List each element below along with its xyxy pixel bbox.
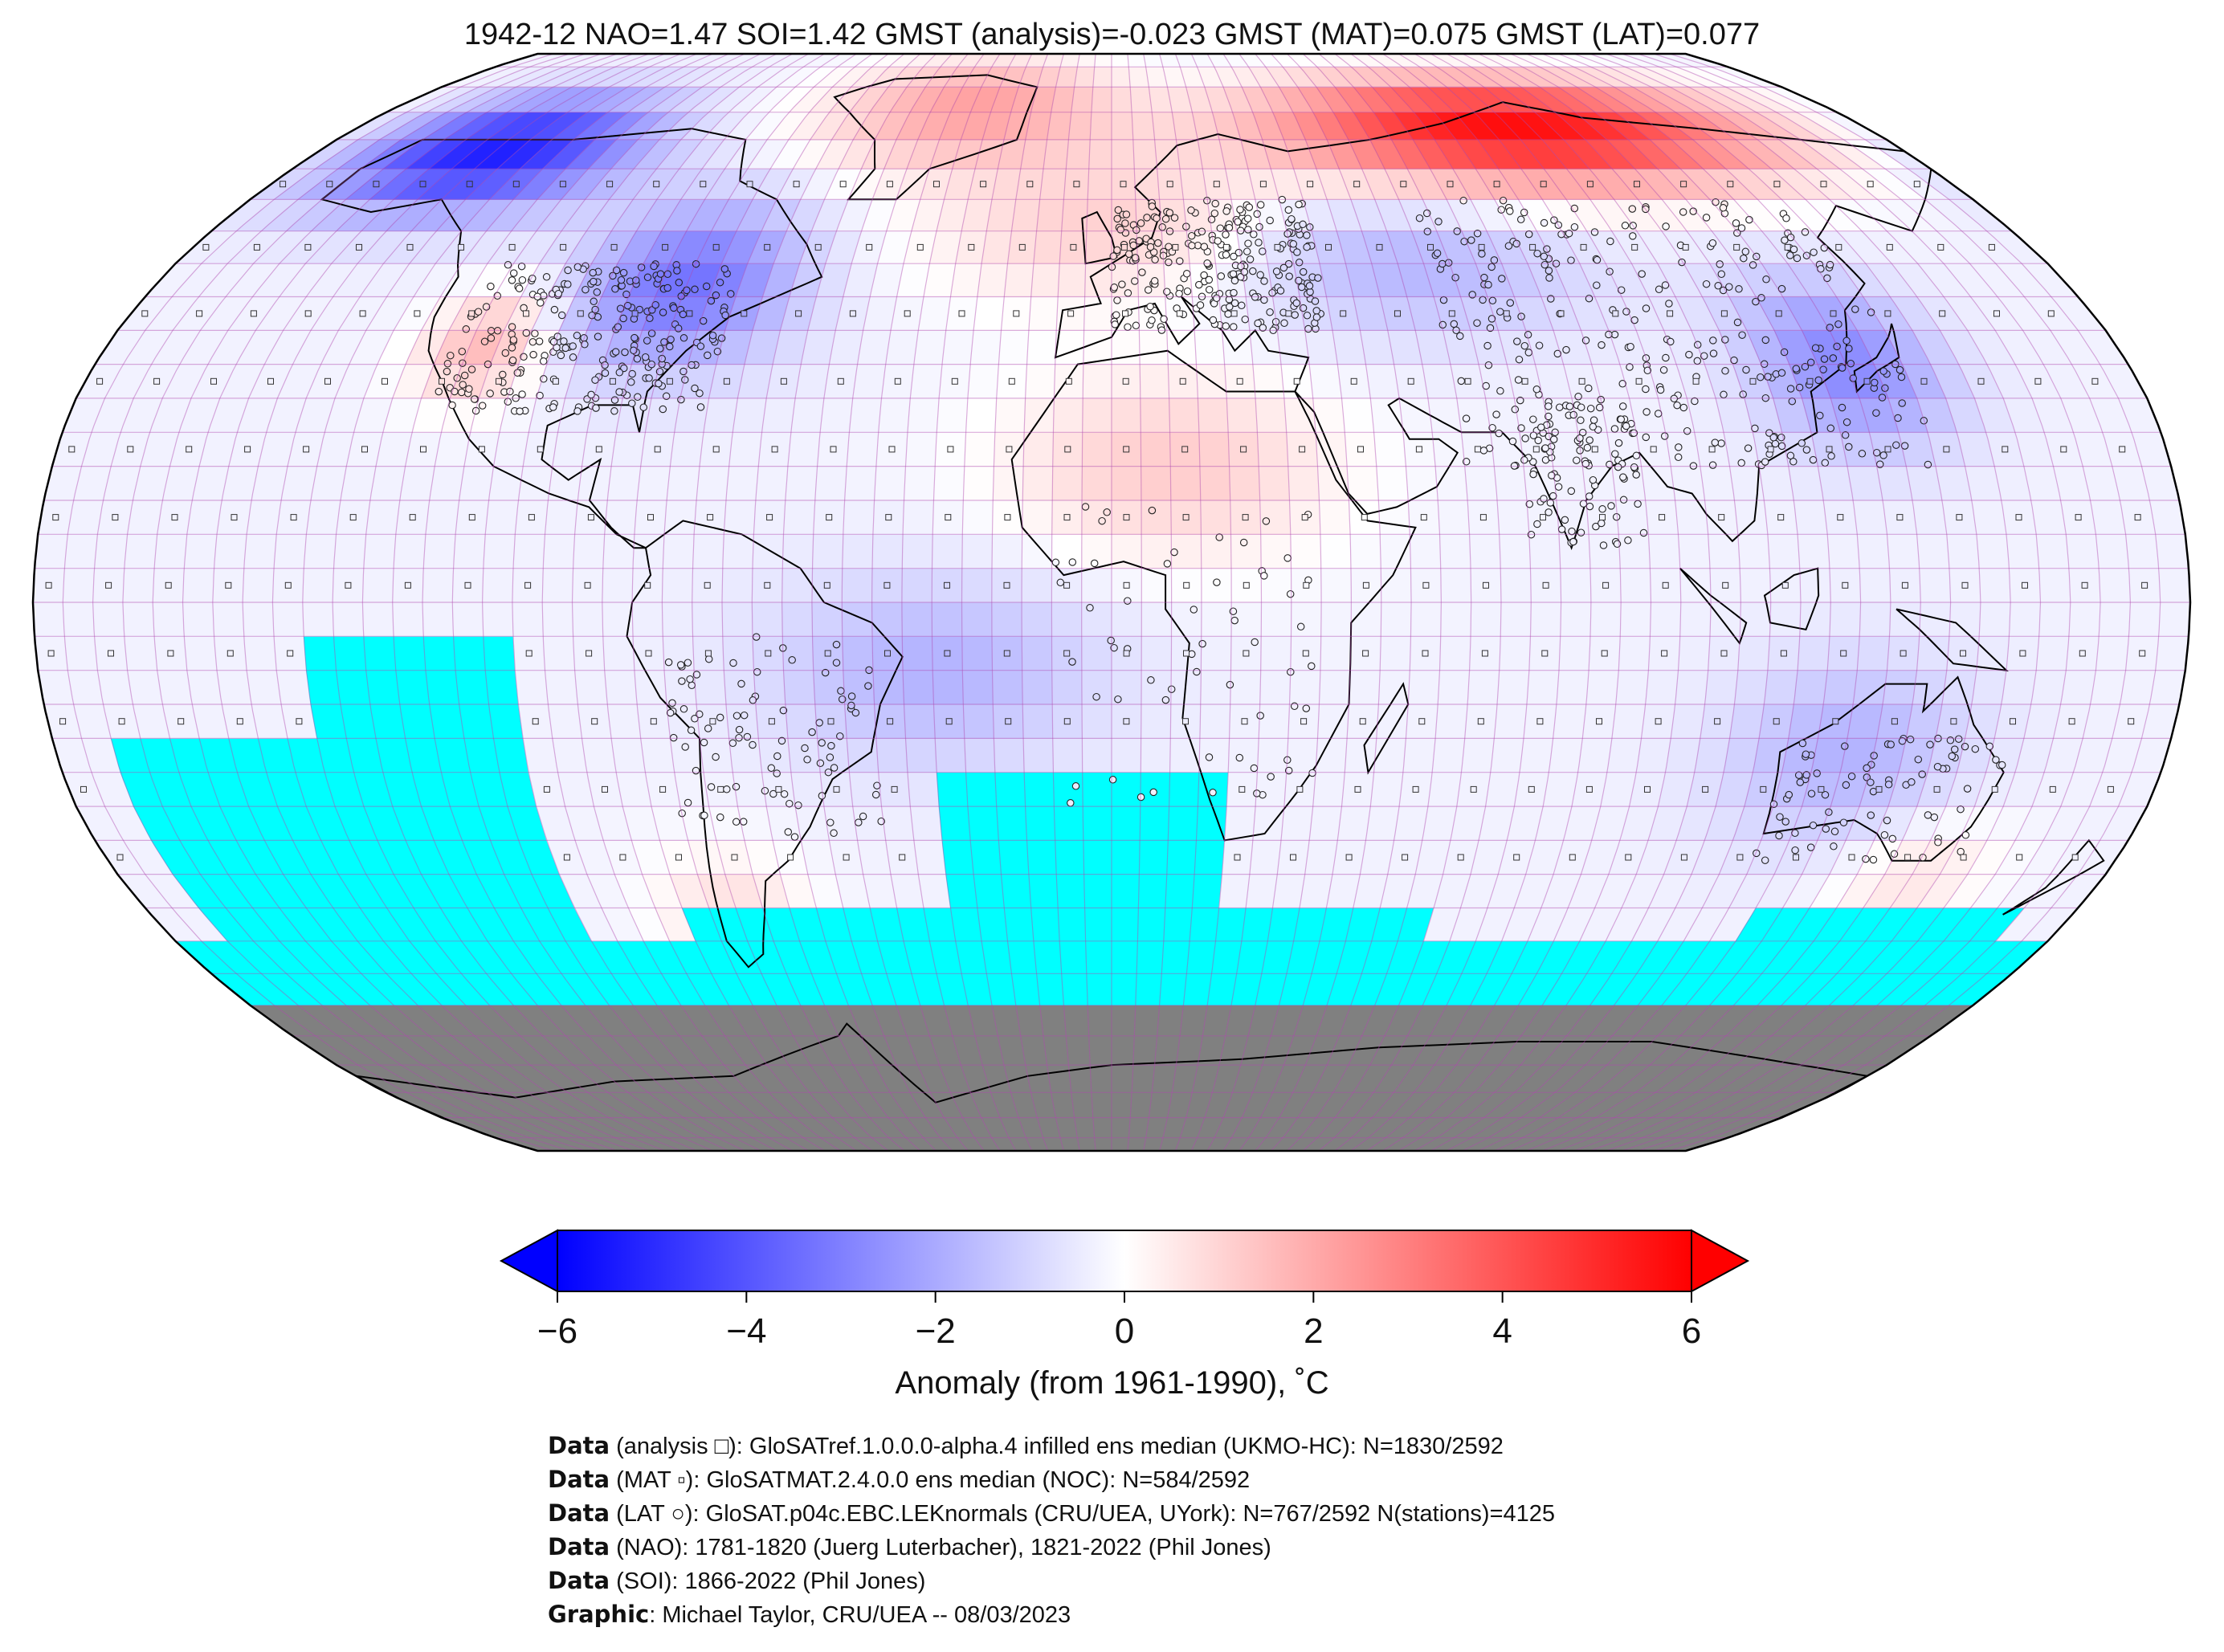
credit-line-analysis: Data (analysis □): GloSATref.1.0.0.0-alp… (548, 1432, 1504, 1459)
credit-line-lat: Data (LAT ○): GloSAT.p04c.EBC.LEKnormals… (548, 1499, 1556, 1527)
credit-line-mat: Data (MAT ▫): GloSATMAT.2.4.0.0 ens medi… (548, 1466, 1251, 1493)
colorbar-extend-high (1691, 1229, 1750, 1293)
colorbar-label: Anomaly (from 1961-1990), ˚C (895, 1365, 1329, 1401)
credit-line-soi: Data (SOI): 1866-2022 (Phil Jones) (548, 1567, 926, 1594)
colorbar-tick-label: 6 (1681, 1311, 1702, 1351)
colorbar-tick-label: −6 (537, 1311, 578, 1351)
colorbar-body (557, 1230, 1692, 1292)
map-title: 1942-12 NAO=1.47 SOI=1.42 GMST (analysis… (463, 18, 1761, 51)
colorbar-tick-label: −2 (915, 1311, 956, 1351)
colorbar-tick-label: 4 (1492, 1311, 1512, 1351)
credit-line-graphic: Graphic: Michael Taylor, CRU/UEA -- 08/0… (548, 1601, 1071, 1628)
world-anomaly-map (31, 52, 2192, 1152)
colorbar-tick-label: 2 (1304, 1311, 1324, 1351)
credit-line-nao: Data (NAO): 1781-1820 (Juerg Luterbacher… (548, 1533, 1271, 1560)
colorbar-tick-label: 0 (1114, 1311, 1135, 1351)
colorbar-extend-low (499, 1229, 558, 1293)
data-credits: Data (analysis □): GloSATref.1.0.0.0-alp… (548, 1430, 1555, 1632)
colorbar (499, 1229, 1750, 1303)
colorbar-tick-label: −4 (726, 1311, 767, 1351)
